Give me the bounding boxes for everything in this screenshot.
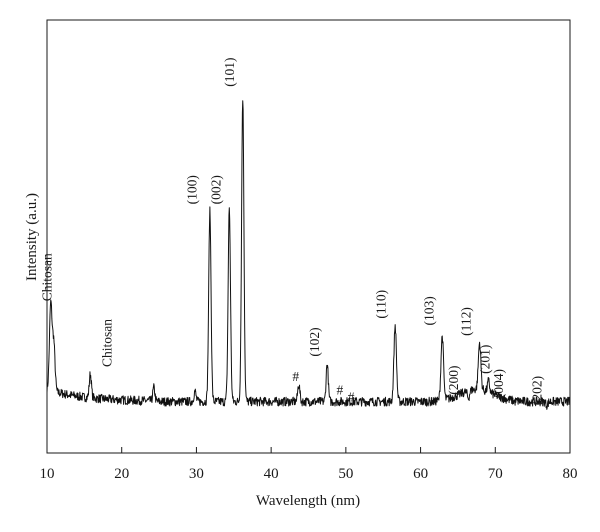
- peak-label: (110): [374, 290, 389, 319]
- chitosan-label: Chitosan: [99, 319, 114, 367]
- peak-label: (202): [530, 376, 545, 405]
- impurity-marker: #: [292, 369, 299, 384]
- peak-label: (004): [491, 369, 506, 398]
- x-tick-label: 10: [40, 466, 55, 482]
- trace-group: [46, 100, 571, 410]
- peak-label: (100): [184, 175, 199, 204]
- impurity-marker: #: [348, 390, 355, 405]
- y-axis-title: Intensity (a.u.): [24, 193, 40, 281]
- peak-label: (201): [477, 345, 492, 374]
- x-tick-label: 20: [114, 466, 129, 482]
- peak-label: (112): [459, 307, 474, 336]
- peak-label: (002): [208, 175, 223, 204]
- x-tick-group: 10 20 30 40 50 60 70 80: [40, 447, 578, 482]
- peak-label: (103): [421, 296, 436, 325]
- x-tick-label: 40: [264, 466, 279, 482]
- diffraction-trace: [46, 100, 571, 410]
- x-tick-label: 60: [413, 466, 428, 482]
- impurity-marker: #: [337, 383, 344, 398]
- x-tick-label: 30: [189, 466, 204, 482]
- x-tick-label: 70: [488, 466, 503, 482]
- peak-label: (200): [446, 365, 461, 394]
- x-tick-label: 80: [563, 466, 578, 482]
- peak-label: (102): [307, 327, 322, 356]
- x-tick-label: 50: [338, 466, 353, 482]
- peak-label: (101): [222, 58, 237, 87]
- x-axis-title: Wavelength (nm): [256, 493, 360, 509]
- plot-frame: [46, 19, 571, 454]
